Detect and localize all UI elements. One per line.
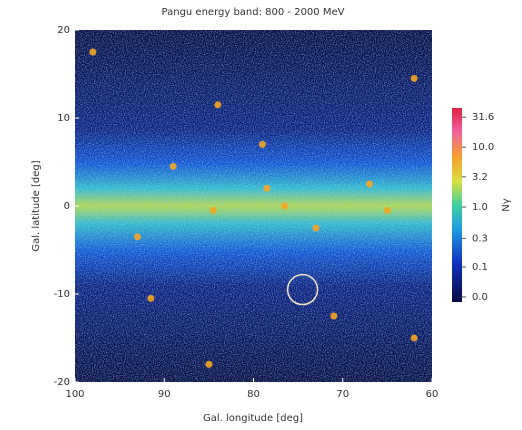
y-tick-label: 20 <box>57 25 70 36</box>
x-tick-label: 100 <box>65 389 84 400</box>
chart-title: Pangu energy band: 800 - 2000 MeV <box>162 7 345 18</box>
highlight-region <box>286 273 319 306</box>
colorbar-label: Nγ <box>501 198 512 211</box>
source <box>258 140 266 148</box>
source <box>312 224 320 232</box>
colorbar-tick-label: 3.2 <box>472 172 488 183</box>
sky-noise <box>75 30 432 382</box>
source <box>410 74 418 82</box>
colorbar-tick-label: 10.0 <box>472 142 494 153</box>
colorbar-tick-label: 31.6 <box>472 112 494 123</box>
x-tick-label: 90 <box>158 389 171 400</box>
colorbar <box>452 108 462 302</box>
colorbar-tick-label: 0.1 <box>472 262 488 273</box>
x-axis-label: Gal. longitude [deg] <box>203 413 303 424</box>
source <box>89 48 97 56</box>
y-axis-label: Gal. latitude [deg] <box>31 160 42 251</box>
source <box>263 184 271 192</box>
source <box>133 233 141 241</box>
x-tick-label: 80 <box>247 389 260 400</box>
source <box>383 206 391 214</box>
x-tick-label: 60 <box>426 389 439 400</box>
source <box>147 294 155 302</box>
y-tick-label: 0 <box>64 201 70 212</box>
source <box>205 360 213 368</box>
source <box>281 202 289 210</box>
source <box>410 334 418 342</box>
colorbar-tick-label: 0.3 <box>472 233 488 244</box>
colorbar-tick-label: 0.0 <box>472 292 488 303</box>
source <box>366 180 374 188</box>
colorbar-tick-label: 1.0 <box>472 202 488 213</box>
y-tick-label: -20 <box>54 377 70 388</box>
x-tick-label: 70 <box>336 389 349 400</box>
source <box>209 206 217 214</box>
source <box>169 162 177 170</box>
source <box>330 312 338 320</box>
y-tick-label: 10 <box>57 113 70 124</box>
y-tick-label: -10 <box>54 289 70 300</box>
source <box>214 101 222 109</box>
